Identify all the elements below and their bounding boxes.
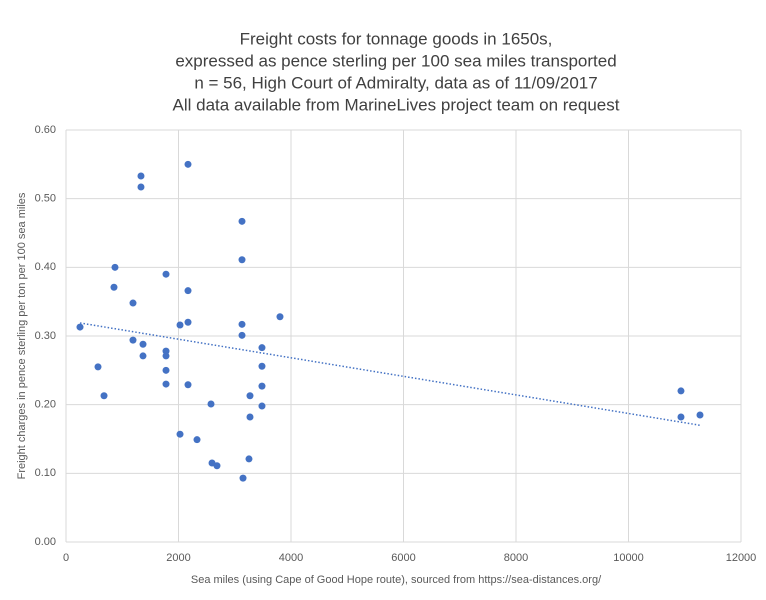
- data-point: [258, 344, 266, 352]
- data-point: [139, 352, 147, 360]
- x-tick-label: 4000: [279, 552, 303, 564]
- y-tick-label: 0.50: [35, 193, 56, 205]
- data-point: [238, 256, 246, 264]
- chart-title: All data available from MarineLives proj…: [173, 95, 620, 114]
- data-point: [258, 382, 266, 390]
- data-point: [184, 287, 192, 295]
- data-point: [677, 413, 685, 421]
- data-point: [176, 430, 184, 438]
- y-tick-label: 0.60: [35, 124, 56, 136]
- data-point: [176, 321, 184, 329]
- data-point: [677, 387, 685, 395]
- data-point: [162, 366, 170, 374]
- data-point: [246, 392, 254, 400]
- chart-title: n = 56, High Court of Admiralty, data as…: [194, 73, 597, 92]
- data-point: [162, 270, 170, 278]
- data-point: [238, 331, 246, 339]
- x-tick-label: 8000: [504, 552, 528, 564]
- data-point: [238, 217, 246, 225]
- data-point: [245, 455, 253, 463]
- x-tick-label: 0: [63, 552, 69, 564]
- data-point: [258, 362, 266, 370]
- data-point: [129, 299, 137, 307]
- data-point: [137, 172, 145, 180]
- data-point: [76, 323, 84, 331]
- x-axis-label: Sea miles (using Cape of Good Hope route…: [191, 574, 602, 586]
- data-point: [111, 263, 119, 271]
- x-tick-label: 2000: [166, 552, 190, 564]
- y-tick-label: 0.40: [35, 261, 56, 273]
- chart-title: expressed as pence sterling per 100 sea …: [175, 51, 616, 70]
- chart-title: Freight costs for tonnage goods in 1650s…: [240, 29, 553, 48]
- data-point: [246, 413, 254, 421]
- data-point: [139, 340, 147, 348]
- data-point: [193, 436, 201, 444]
- data-point: [213, 462, 221, 470]
- y-tick-label: 0.00: [35, 536, 56, 548]
- data-point: [238, 320, 246, 328]
- x-tick-label: 6000: [391, 552, 415, 564]
- data-point: [184, 381, 192, 389]
- data-point: [100, 392, 108, 400]
- data-point: [162, 380, 170, 388]
- data-point: [207, 400, 215, 408]
- data-point: [184, 160, 192, 168]
- data-point: [162, 352, 170, 360]
- data-point: [276, 313, 284, 321]
- data-point: [162, 347, 170, 355]
- trendline: [79, 322, 701, 427]
- data-point: [94, 363, 102, 371]
- data-point: [258, 402, 266, 410]
- x-tick-label: 10000: [613, 552, 644, 564]
- y-tick-label: 0.30: [35, 330, 56, 342]
- data-point: [110, 283, 118, 291]
- data-point: [129, 336, 137, 344]
- y-tick-label: 0.20: [35, 399, 56, 411]
- data-point: [239, 474, 247, 482]
- y-tick-label: 0.10: [35, 467, 56, 479]
- x-tick-label: 12000: [726, 552, 757, 564]
- data-point: [696, 411, 704, 419]
- data-point: [137, 183, 145, 191]
- y-axis-label: Freight charges in pence sterling per to…: [16, 192, 28, 479]
- data-point: [184, 318, 192, 326]
